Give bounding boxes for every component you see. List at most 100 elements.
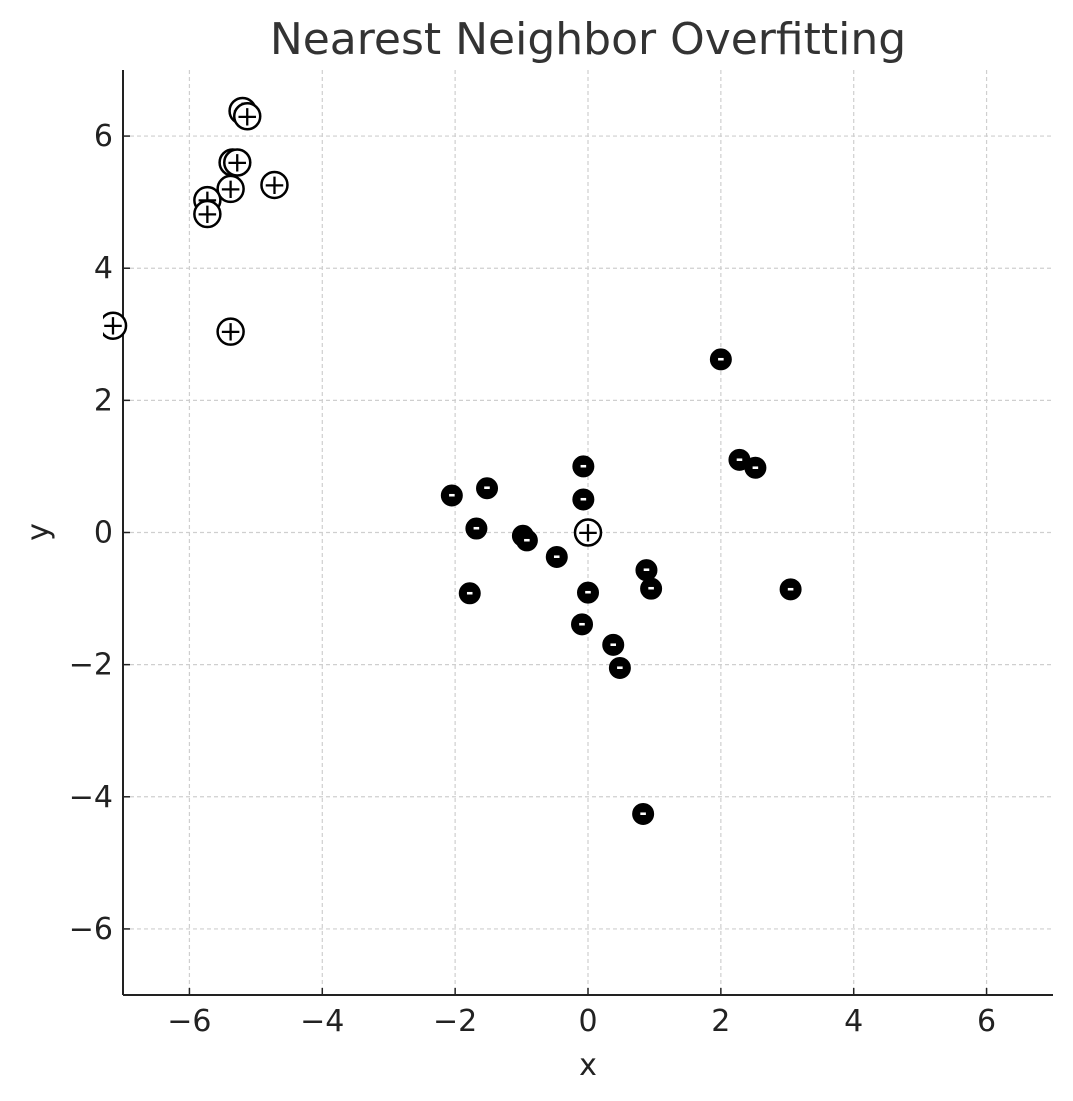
negative-marker-circle xyxy=(709,348,732,371)
negative-point: - xyxy=(632,802,655,825)
negative-point: - xyxy=(440,484,463,507)
data-points: +++++++++++-------------------- xyxy=(101,94,802,825)
y-tick-label: 0 xyxy=(94,516,113,551)
negative-marker-circle xyxy=(602,633,625,656)
negative-marker-label: - xyxy=(580,488,587,509)
negative-point: - xyxy=(602,633,625,656)
y-tick-label: 2 xyxy=(94,383,113,418)
chart-title: Nearest Neighbor Overfitting xyxy=(270,14,906,65)
positive-point: + xyxy=(216,172,245,205)
negative-marker-circle xyxy=(545,545,568,568)
positive-point: + xyxy=(223,146,252,179)
negative-marker-label: - xyxy=(483,477,490,498)
positive-point: + xyxy=(193,197,222,230)
negative-point: - xyxy=(545,545,568,568)
negative-point: - xyxy=(635,559,658,582)
tick-marks: −6 −4 −2 0 2 4 6 −6 −4 −2 0 2 4 6 xyxy=(69,119,996,1039)
positive-marker-label: + xyxy=(196,197,219,230)
negative-marker-circle xyxy=(476,477,499,500)
positive-marker-circle xyxy=(216,317,245,346)
negative-point: - xyxy=(577,581,599,604)
negative-marker-circle xyxy=(632,802,655,825)
y-axis-label: y xyxy=(21,523,56,541)
negative-marker-label: - xyxy=(752,457,759,478)
positive-point: + xyxy=(573,516,603,549)
x-tick-label: 6 xyxy=(977,1004,996,1039)
negative-point: - xyxy=(458,582,481,605)
positive-marker-circle xyxy=(260,170,289,200)
negative-marker-circle xyxy=(572,455,595,478)
x-tick-label: 2 xyxy=(711,1004,730,1039)
negative-marker-circle xyxy=(515,529,538,552)
x-tick-label: −2 xyxy=(433,1004,477,1039)
negative-point: - xyxy=(515,529,538,552)
positive-marker-label: + xyxy=(219,172,242,205)
positive-point: + xyxy=(232,99,262,132)
negative-point: - xyxy=(608,656,631,679)
positive-marker-circle xyxy=(193,199,222,229)
positive-marker-circle xyxy=(103,311,128,340)
negative-marker-label: - xyxy=(787,578,794,599)
positive-point: + xyxy=(260,168,289,201)
negative-marker-label: - xyxy=(647,578,654,599)
negative-marker-circle xyxy=(577,581,599,604)
y-tick-label: −2 xyxy=(69,648,113,683)
negative-marker-label: - xyxy=(523,529,530,550)
x-tick-label: −6 xyxy=(167,1004,211,1039)
negative-marker-circle xyxy=(779,578,802,601)
x-tick-label: −4 xyxy=(300,1004,344,1039)
negative-point: - xyxy=(465,517,488,540)
positive-point: + xyxy=(101,309,128,342)
negative-point: - xyxy=(779,578,802,601)
negative-marker-circle xyxy=(744,456,767,479)
negative-marker-circle xyxy=(440,484,463,507)
negative-point: - xyxy=(640,577,663,600)
negative-marker-label: - xyxy=(610,634,617,655)
negative-marker-label: - xyxy=(736,449,743,470)
grid-lines xyxy=(123,70,1053,995)
positive-marker-label: + xyxy=(235,99,258,132)
negative-marker-label: - xyxy=(580,455,587,476)
negative-marker-circle xyxy=(465,517,488,540)
negative-marker-label: - xyxy=(717,348,724,369)
negative-marker-label: - xyxy=(553,546,560,567)
negative-point: - xyxy=(744,456,767,479)
negative-marker-label: - xyxy=(639,803,646,824)
negative-marker-label: - xyxy=(448,485,455,506)
y-tick-label: 6 xyxy=(94,119,113,154)
x-axis-label: x xyxy=(579,1048,597,1083)
positive-marker-circle xyxy=(232,102,262,131)
negative-point: - xyxy=(476,477,499,500)
positive-marker-label: + xyxy=(226,146,249,179)
positive-marker-circle xyxy=(573,518,603,547)
y-tick-label: 4 xyxy=(94,251,113,286)
negative-marker-circle xyxy=(572,488,595,511)
negative-marker-circle xyxy=(458,582,481,605)
negative-marker-label: - xyxy=(616,657,623,678)
positive-marker-circle xyxy=(216,174,245,204)
negative-marker-label: - xyxy=(473,518,480,539)
positive-marker-label: + xyxy=(101,309,124,342)
positive-marker-label: + xyxy=(263,168,286,201)
y-tick-label: −4 xyxy=(69,780,113,815)
negative-marker-label: - xyxy=(466,582,473,603)
negative-point: - xyxy=(709,348,732,371)
negative-marker-label: - xyxy=(643,559,650,580)
negative-point: - xyxy=(571,613,594,636)
negative-point: - xyxy=(572,488,595,511)
positive-marker-circle xyxy=(223,148,252,177)
negative-marker-label: - xyxy=(578,613,585,634)
x-tick-label: 0 xyxy=(578,1004,597,1039)
y-tick-label: −6 xyxy=(69,912,113,947)
x-tick-label: 4 xyxy=(844,1004,863,1039)
negative-marker-circle xyxy=(640,577,663,600)
negative-marker-label: - xyxy=(584,582,591,603)
positive-marker-label: + xyxy=(576,516,599,549)
positive-marker-label: + xyxy=(219,315,242,348)
negative-point: - xyxy=(572,455,595,478)
negative-marker-circle xyxy=(571,613,594,636)
positive-point: + xyxy=(216,315,245,348)
negative-marker-circle xyxy=(608,656,631,679)
